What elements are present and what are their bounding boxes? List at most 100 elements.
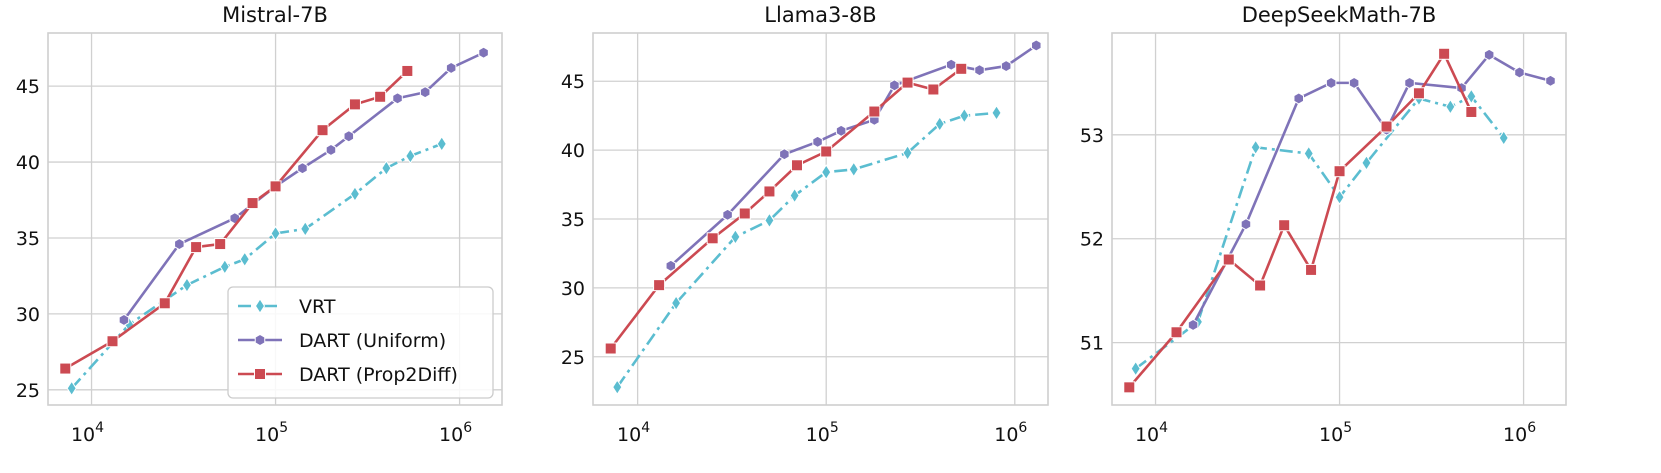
data-point	[405, 148, 416, 164]
data-point	[820, 145, 833, 158]
data-point	[1170, 326, 1183, 339]
panel-llama3-8b: Llama3-8B 25 30 35 40 45 104 105 106	[561, 3, 1049, 446]
y-tick-label: 35	[561, 209, 585, 231]
data-point	[812, 135, 823, 148]
series-line	[1134, 95, 1505, 370]
data-point	[343, 130, 355, 143]
series-dart-uniform	[665, 39, 1042, 272]
data-point	[348, 98, 361, 111]
data-point	[738, 207, 751, 220]
data-point	[300, 220, 311, 237]
data-point	[1514, 66, 1525, 79]
legend-marker	[254, 333, 266, 347]
data-point	[1361, 154, 1372, 171]
series-line	[669, 44, 1038, 267]
x-tick-label: 106	[994, 420, 1027, 446]
data-point	[1498, 130, 1509, 146]
data-point	[1240, 218, 1252, 231]
data-point	[1545, 74, 1556, 87]
y-tick-label: 40	[16, 152, 40, 174]
data-point	[1465, 105, 1478, 118]
data-point	[214, 238, 227, 251]
legend-marker	[254, 298, 266, 314]
data-point	[1254, 279, 1267, 292]
series-dart-prop2diff	[1123, 47, 1478, 394]
data-point	[868, 105, 881, 118]
data-point	[219, 258, 230, 275]
panel-mistral-7b: Mistral-7B 25 30 35 40 45 104 105 106 VRT DART (Un…	[16, 3, 503, 446]
data-point	[927, 83, 940, 96]
data-point	[419, 86, 431, 99]
data-point	[1412, 87, 1425, 100]
data-point	[392, 92, 403, 105]
x-tick-label: 104	[71, 420, 104, 446]
data-point	[401, 64, 414, 77]
data-point	[1222, 253, 1235, 266]
data-point	[789, 187, 800, 204]
data-point	[59, 362, 72, 375]
x-tick-label: 105	[806, 420, 839, 446]
chart-title: Llama3-8B	[764, 3, 876, 27]
data-point	[158, 297, 171, 310]
data-point	[118, 313, 130, 327]
legend-label-vrt: VRT	[299, 296, 336, 318]
data-point	[106, 335, 119, 348]
data-point	[955, 62, 968, 75]
legend: VRT DART (Uniform) DART (Prop2Diff)	[227, 286, 494, 399]
data-point	[764, 212, 775, 229]
data-point	[445, 61, 457, 74]
data-point	[902, 144, 913, 161]
data-point	[974, 64, 985, 77]
chart-title: DeepSeekMath-7B	[1242, 3, 1437, 27]
data-point	[349, 186, 361, 202]
data-point	[1130, 360, 1141, 377]
data-point	[889, 79, 900, 92]
y-tick-label: 25	[561, 347, 585, 369]
data-point	[269, 180, 282, 193]
data-point	[706, 232, 719, 245]
series-vrt	[612, 104, 1002, 396]
data-point	[1000, 59, 1012, 73]
series-vrt	[1130, 88, 1509, 377]
plot-frame	[592, 32, 1049, 406]
data-point	[821, 164, 832, 181]
data-point	[604, 342, 617, 355]
data-point	[1333, 165, 1346, 178]
data-point	[1483, 48, 1495, 61]
data-point	[959, 107, 970, 124]
data-point	[1187, 318, 1199, 332]
chart-title: Mistral-7B	[222, 3, 328, 27]
legend-marker	[254, 368, 266, 380]
data-point	[1325, 76, 1337, 89]
data-point	[270, 225, 281, 242]
y-tick-label: 35	[16, 228, 40, 250]
data-point	[381, 160, 392, 177]
data-point	[1334, 189, 1345, 206]
data-point	[722, 208, 733, 221]
data-point	[325, 143, 337, 156]
data-point	[665, 259, 677, 272]
y-tick-label: 40	[561, 140, 585, 162]
x-tick-label: 104	[1135, 420, 1168, 446]
data-point	[945, 58, 957, 71]
data-point	[239, 251, 250, 268]
data-point	[1445, 98, 1456, 115]
data-point	[1278, 219, 1291, 232]
data-point	[1303, 145, 1314, 162]
data-point	[1438, 47, 1451, 60]
legend-label-dart-prop2diff: DART (Prop2Diff)	[299, 364, 458, 386]
series-dart-prop2diff	[604, 62, 968, 355]
data-point	[653, 279, 666, 292]
data-point	[835, 124, 847, 137]
y-tick-label: 51	[1080, 333, 1104, 355]
data-point	[478, 46, 489, 59]
x-tick-label: 106	[1503, 420, 1536, 446]
data-point	[671, 295, 682, 311]
data-point	[991, 104, 1002, 121]
data-point	[848, 161, 859, 178]
data-point	[246, 197, 259, 210]
data-point	[190, 241, 203, 254]
data-point	[934, 116, 945, 132]
series-line	[1191, 53, 1551, 326]
